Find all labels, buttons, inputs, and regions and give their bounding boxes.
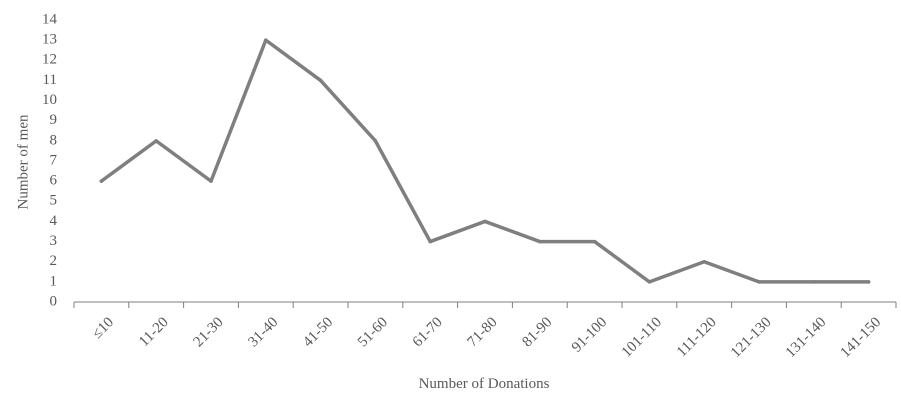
x-tick-label: 21-30	[191, 314, 227, 350]
y-tick-label: 8	[50, 132, 58, 148]
x-tick-label: 41-50	[300, 314, 336, 350]
series-group	[99, 38, 871, 284]
y-tick-label: 4	[50, 213, 58, 229]
y-tick-label: 10	[42, 92, 57, 108]
x-tick-label: 131-140	[783, 314, 830, 361]
x-tick-label: 121-130	[728, 314, 775, 361]
y-tick-label: 12	[42, 52, 57, 68]
data-point	[866, 280, 871, 284]
data-point	[209, 179, 213, 183]
data-point	[538, 239, 542, 244]
data-point	[99, 179, 104, 183]
x-tick-label: 141-150	[838, 314, 885, 361]
data-point	[812, 280, 816, 284]
y-tick-label: 6	[50, 173, 58, 189]
y-tick-label: 11	[43, 72, 57, 88]
y-tick-label: 13	[42, 32, 57, 48]
data-point	[757, 280, 761, 284]
data-point	[428, 239, 432, 244]
data-point	[264, 38, 268, 42]
data-point	[592, 239, 597, 244]
x-tick-label: 111-120	[674, 314, 720, 360]
y-tick-label: 5	[50, 193, 58, 209]
data-point	[702, 259, 706, 264]
x-tick-label: 11-20	[136, 314, 172, 350]
x-tick-label: 101-110	[619, 314, 665, 360]
x-axis-title: Number of Donations	[419, 376, 550, 392]
y-tick-label: 3	[50, 233, 58, 249]
data-point	[373, 139, 378, 143]
x-tick-label: 51-60	[355, 314, 391, 350]
data-point	[483, 219, 487, 224]
data-point	[318, 78, 323, 83]
x-tick-label: 91-100	[569, 314, 610, 355]
y-tick-label: 7	[50, 152, 58, 168]
y-axis-title: Number of men	[15, 114, 31, 209]
y-tick-label: 0	[50, 293, 58, 309]
data-point	[154, 139, 158, 143]
y-tick-label: 14	[42, 11, 58, 27]
x-tick-label: ≤10	[89, 314, 117, 342]
x-tick-label: 81-90	[519, 314, 555, 350]
x-tick-label: 31-40	[245, 314, 281, 350]
y-tick-label: 9	[50, 112, 58, 128]
x-tick-label: 71-80	[465, 314, 501, 350]
y-tick-label: 2	[50, 253, 58, 269]
y-tick-label: 1	[50, 273, 58, 289]
x-tick-label: 61-70	[410, 314, 446, 350]
data-point	[647, 280, 652, 284]
series-line	[99, 38, 871, 284]
x-axis: ≤10 11-20 21-30 31-40 41-50 51-60 61-70 71-80 81…	[73, 301, 897, 361]
